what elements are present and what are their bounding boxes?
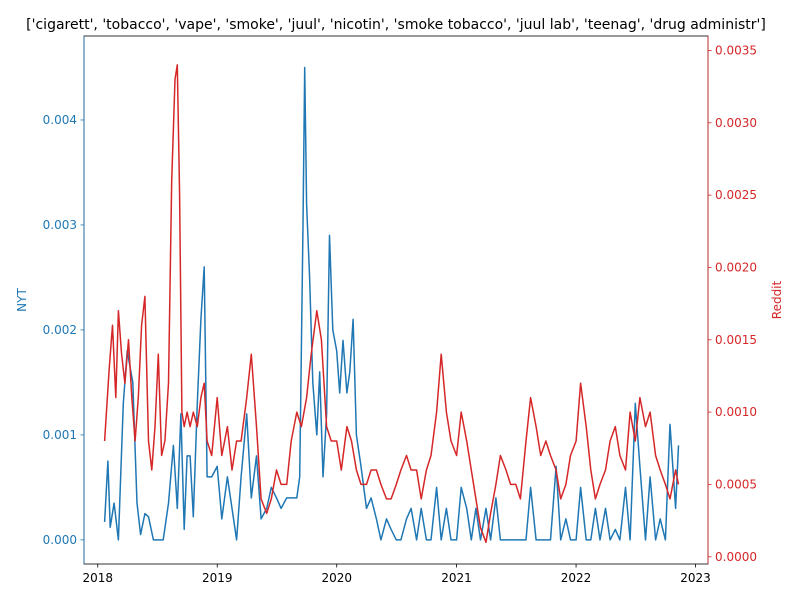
right-tick-label: 0.0035 [715, 43, 757, 57]
x-axis: 2018 2019 2020 2021 2022 2023 [82, 564, 711, 585]
right-tick-label: 0.0000 [715, 550, 757, 564]
left-tick-label: 0.001 [43, 428, 77, 442]
left-tick-label: 0.002 [43, 323, 77, 337]
x-tick-label: 2023 [680, 571, 711, 585]
right-tick-label: 0.0025 [715, 188, 757, 202]
right-tick-label: 0.0020 [715, 260, 757, 274]
x-tick-label: 2021 [441, 571, 472, 585]
right-axis-label: Reddit [770, 280, 784, 319]
x-tick-label: 2018 [82, 571, 113, 585]
left-y-axis: 0.000 0.001 0.002 0.003 0.004 [43, 113, 84, 547]
x-tick-label: 2022 [561, 571, 592, 585]
right-tick-label: 0.0015 [715, 333, 757, 347]
x-tick-label: 2020 [321, 571, 352, 585]
left-tick-label: 0.003 [43, 218, 77, 232]
left-axis-label: NYT [15, 288, 29, 312]
left-tick-label: 0.004 [43, 113, 77, 127]
x-tick-label: 2019 [202, 571, 233, 585]
left-tick-label: 0.000 [43, 533, 77, 547]
right-y-axis: 0.0000 0.0005 0.0010 0.0015 0.0020 0.0025 0.00… [708, 43, 757, 564]
series-line-nyt [103, 66, 680, 541]
series-layer [103, 64, 680, 544]
series-line-reddit [103, 64, 680, 544]
right-tick-label: 0.0010 [715, 405, 757, 419]
right-tick-label: 0.0030 [715, 116, 757, 130]
chart-title: ['cigarett', 'tobacco', 'vape', 'smoke',… [26, 17, 766, 33]
right-tick-label: 0.0005 [715, 477, 757, 491]
